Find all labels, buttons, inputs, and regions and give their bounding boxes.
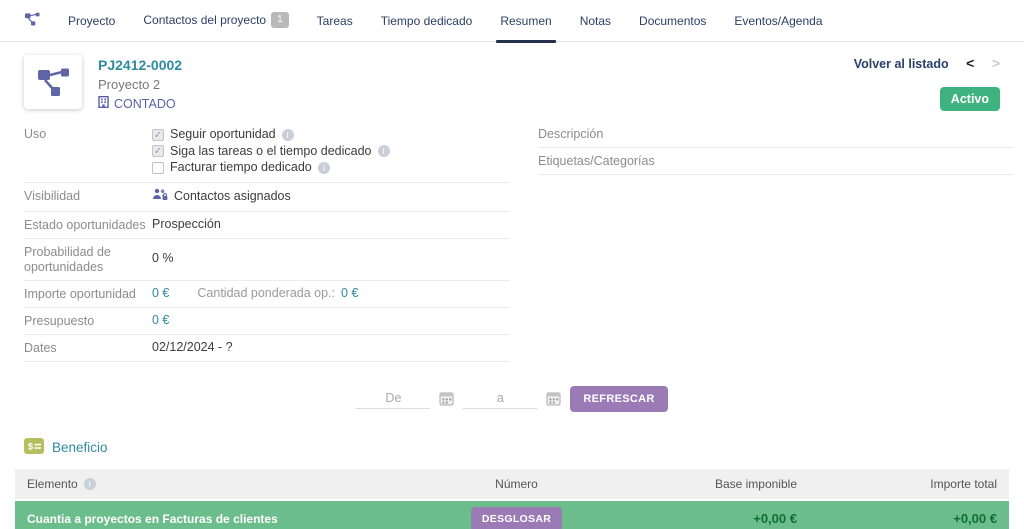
column-header-numero: Número [424, 468, 609, 500]
status-badge: Activo [939, 87, 1000, 111]
field-dates: Dates 02/12/2024 - ? [24, 335, 510, 362]
project-ref: PJ2412-0002 [98, 57, 183, 73]
checkbox-seguir-oportunidad[interactable]: ✓ Seguir oportunidad [152, 127, 390, 143]
field-label: Estado oportunidades [24, 217, 146, 232]
tab-count-badge: 1 [271, 12, 289, 28]
beneficio-section-header: $ Beneficio [24, 437, 1024, 457]
prev-record-icon[interactable]: < [966, 55, 975, 71]
field-visibilidad: Visibilidad Contactos asignados [24, 183, 510, 212]
checkbox-label: Facturar tiempo dedicado [170, 160, 312, 175]
project-header: PJ2412-0002 Proyecto 2 CONTADO Volver al… [0, 42, 1024, 117]
building-icon [98, 95, 109, 111]
field-label: Etiquetas/Categorías [538, 154, 655, 168]
section-title: Beneficio [52, 439, 108, 455]
calendar-to-icon[interactable] [546, 391, 561, 406]
back-to-list-link[interactable]: Volver al listado [853, 57, 949, 71]
project-name: Proyecto 2 [98, 77, 161, 92]
tab-tareas[interactable]: Tareas [303, 14, 367, 41]
tab-eventos-agenda[interactable]: Eventos/Agenda [720, 14, 836, 41]
tabs: Proyecto Contactos del proyecto 1 Tareas Tie… [54, 12, 837, 43]
cantidad-ponderada-label: Cantidad ponderada op.: [197, 285, 336, 300]
tab-notas[interactable]: Notas [566, 14, 625, 41]
tab-bar: Proyecto Contactos del proyecto 1 Tareas Tie… [0, 0, 1024, 43]
checkbox-icon[interactable]: ✓ [152, 128, 164, 141]
dates-value: 02/12/2024 - ? [152, 339, 233, 354]
field-etiquetas: Etiquetas/Categorías [538, 148, 1014, 175]
field-uso: Uso ✓ Seguir oportunidad ✓ Siga las tare… [24, 121, 510, 183]
probabilidad-value: 0 % [152, 251, 174, 266]
field-importe-oportunidad: Importe oportunidad 0 € Cantidad pondera… [24, 281, 510, 308]
info-icon [377, 145, 390, 158]
field-label: Presupuesto [24, 313, 95, 328]
visibilidad-value: Contactos asignados [174, 188, 291, 203]
column-header-base-imponible: Base imponible [609, 468, 809, 500]
field-label: Dates [24, 340, 57, 355]
checkbox-icon[interactable] [152, 162, 164, 175]
users-lock-icon [152, 188, 168, 206]
tab-label: Eventos/Agenda [734, 14, 823, 28]
info-icon [281, 128, 294, 141]
cantidad-ponderada-value: 0 € [341, 285, 359, 300]
tab-label: Notas [579, 14, 612, 28]
info-icon [83, 477, 96, 490]
field-descripcion: Descripción [538, 121, 1014, 148]
tab-label: Contactos del proyecto [143, 13, 267, 27]
next-record-icon[interactable]: > [991, 55, 1000, 71]
tab-label: Tiempo dedicado [380, 14, 473, 28]
tab-proyecto[interactable]: Proyecto [54, 14, 129, 41]
column-header-importe-total: Importe total [809, 468, 1009, 500]
field-area: Uso ✓ Seguir oportunidad ✓ Siga las tare… [0, 117, 1024, 362]
date-from-input[interactable] [356, 388, 431, 409]
info-icon [317, 162, 330, 175]
date-filter: REFRESCAR [0, 385, 1024, 412]
thirdparty-link[interactable]: CONTADO [114, 96, 176, 111]
row-base-amount: +0,00 € [609, 498, 809, 529]
checkbox-siga-tareas[interactable]: ✓ Siga las tareas o el tiempo dedicado [152, 144, 390, 160]
profit-table-header-row: Elemento Número Base imponible Importe t… [15, 468, 1009, 500]
tab-resumen[interactable]: Resumen [486, 14, 565, 43]
column-header-elemento: Elemento [27, 476, 78, 491]
importe-value: 0 € [152, 285, 170, 300]
svg-text:$: $ [28, 441, 33, 451]
field-label: Visibilidad [24, 188, 81, 203]
field-estado-oportunidades: Estado oportunidades Prospección [24, 212, 510, 239]
tab-label: Documentos [639, 14, 707, 28]
profit-table: Elemento Número Base imponible Importe t… [15, 468, 1009, 529]
tab-label: Tareas [316, 14, 353, 28]
tab-tiempo-dedicado[interactable]: Tiempo dedicado [367, 14, 487, 41]
tab-label: Resumen [500, 14, 552, 28]
field-label: Descripción [538, 127, 604, 141]
right-field-column: Descripción Etiquetas/Categorías [538, 121, 1014, 362]
field-presupuesto: Presupuesto 0 € [24, 308, 510, 335]
tab-documentos[interactable]: Documentos [625, 14, 720, 41]
table-row-facturas-clientes: Cuantia a proyectos en Facturas de clien… [15, 498, 1009, 529]
refrescar-button[interactable]: REFRESCAR [570, 385, 668, 412]
project-logo [24, 55, 82, 109]
left-field-column: Uso ✓ Seguir oportunidad ✓ Siga las tare… [24, 121, 510, 362]
checkbox-icon[interactable]: ✓ [152, 145, 164, 158]
estado-value: Prospección [152, 216, 221, 231]
project-glyph-icon [38, 68, 69, 96]
field-probabilidad: Probabilidad de oportunidades 0 % [24, 239, 510, 281]
row-total-amount: +0,00 € [809, 498, 1009, 529]
checkbox-label: Siga las tareas o el tiempo dedicado [170, 143, 372, 158]
field-label: Probabilidad de oportunidades [24, 244, 111, 274]
desglosar-button[interactable]: DESGLOSAR [470, 506, 563, 529]
checkbox-facturar-tiempo[interactable]: Facturar tiempo dedicado [152, 160, 390, 176]
row-element-label: Cuantia a proyectos en Facturas de clien… [15, 498, 424, 529]
field-label: Importe oportunidad [24, 286, 136, 301]
calendar-from-icon[interactable] [439, 391, 454, 406]
presupuesto-value: 0 € [152, 312, 170, 327]
field-label: Uso [24, 127, 47, 141]
checkbox-label: Seguir oportunidad [170, 127, 276, 141]
project-icon [24, 12, 40, 29]
date-to-input[interactable] [463, 388, 538, 409]
tab-contactos-del-proyecto[interactable]: Contactos del proyecto 1 [129, 12, 302, 41]
tab-label: Proyecto [68, 14, 116, 28]
money-icon: $ [24, 437, 44, 457]
